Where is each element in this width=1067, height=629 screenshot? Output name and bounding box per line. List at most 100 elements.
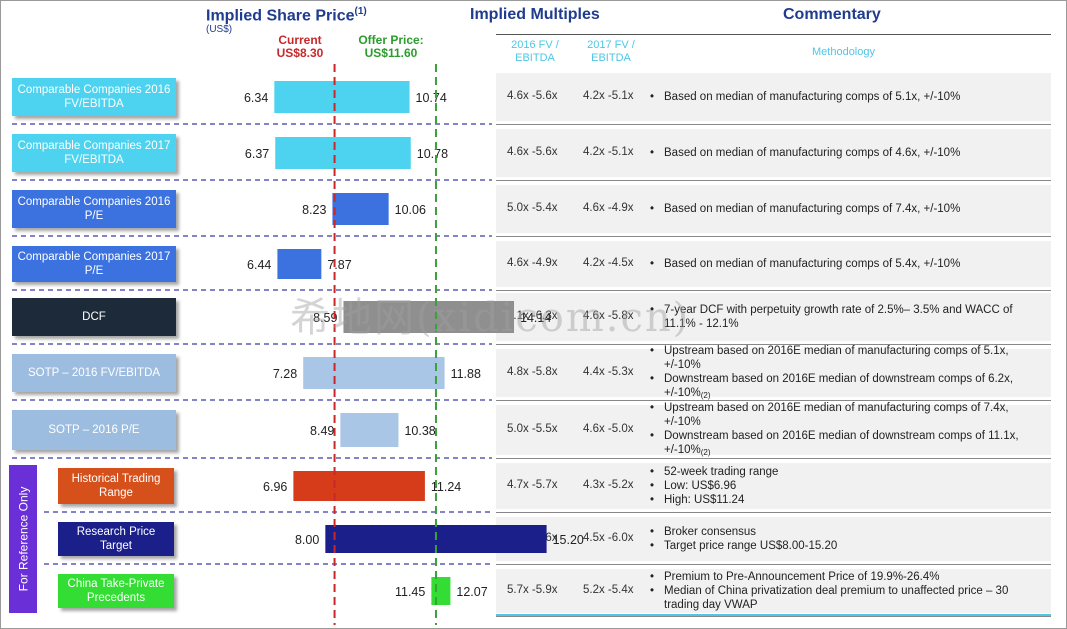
high-value-label: 11.88 [451, 367, 481, 381]
multiple-2016: 5.0x -5.5x [507, 423, 558, 435]
multiple-2017: 5.2x -5.4x [583, 584, 634, 596]
method-label: Research Price Target [58, 522, 174, 556]
commentary-block: Based on median of manufacturing comps o… [650, 202, 1046, 216]
method-label: SOTP – 2016 FV/EBITDA [12, 354, 176, 392]
table-row-rule [496, 124, 1051, 125]
high-value-label: 14.14 [520, 311, 551, 325]
methodology-header: Methodology [812, 46, 875, 58]
table-row-rule [496, 236, 1051, 237]
range-bar [293, 471, 425, 501]
offer-price-label: Offer Price: US$11.60 [358, 33, 424, 60]
method-label: Comparable Companies 2017 P/E [12, 246, 176, 282]
commentary-note: (2) [700, 447, 711, 457]
low-value-label: 8.23 [302, 203, 326, 217]
low-value-label: 11.45 [395, 585, 425, 599]
method-label: SOTP – 2016 P/E [12, 410, 176, 450]
multiple-2016: 4.7x -5.7x [507, 479, 558, 491]
multiple-2017: 4.6x -4.9x [583, 202, 634, 214]
col-header-2016: 2016 FV / EBITDA [511, 39, 559, 64]
low-value-label: 6.96 [263, 480, 287, 494]
commentary-bullet: Target price range US$8.00-15.20 [650, 539, 1046, 553]
low-value-label: 8.00 [295, 533, 319, 547]
commentary-note: (2) [700, 390, 711, 400]
method-label: Historical Trading Range [58, 468, 174, 504]
commentary-header: Commentary [783, 6, 881, 23]
multiple-2017: 4.6x -5.0x [583, 423, 634, 435]
range-bar [343, 301, 515, 333]
units-label: (US$) [206, 24, 233, 35]
commentary-block: Upstream based on 2016E median of manufa… [650, 344, 1046, 403]
method-label: Comparable Companies 2016 P/E [12, 190, 176, 228]
table-row-rule [496, 290, 1051, 291]
commentary-bullet: 52-week trading range [650, 465, 1046, 479]
method-label: Comparable Companies 2017 FV/EBITDA [12, 134, 176, 172]
multiple-2016: 4.6x -5.6x [507, 146, 558, 158]
col-header-2017: 2017 FV / EBITDA [587, 39, 635, 64]
method-label: Comparable Companies 2016 FV/EBITDA [12, 78, 176, 116]
low-value-label: 6.44 [247, 258, 271, 272]
commentary-block: Upstream based on 2016E median of manufa… [650, 401, 1046, 460]
commentary-bullet: Premium to Pre-Announcement Price of 19.… [650, 570, 1046, 584]
commentary-block: Based on median of manufacturing comps o… [650, 257, 1046, 271]
high-value-label: 12.07 [456, 585, 487, 599]
commentary-bullet: Based on median of manufacturing comps o… [650, 146, 1046, 160]
multiple-2016: 4.6x -5.6x [507, 90, 558, 102]
commentary-block: Broker consensusTarget price range US$8.… [650, 525, 1046, 553]
commentary-bullet: 7-year DCF with perpetuity growth rate o… [650, 303, 1046, 331]
multiple-2016: 4.6x -4.9x [507, 257, 558, 269]
table-row-rule [496, 512, 1051, 513]
multiple-2016: 5.1x -6.3x [507, 310, 558, 322]
for-reference-only-bar: For Reference Only [9, 465, 37, 613]
high-value-label: 10.38 [404, 424, 435, 438]
high-value-label: 10.74 [416, 91, 447, 105]
implied-share-price-header: Implied Share Price(1) [206, 6, 367, 25]
table-bottom-rule [496, 614, 1051, 616]
multiple-2017: 4.4x -5.3x [583, 366, 634, 378]
multiple-2016: 5.7x -5.9x [507, 584, 558, 596]
commentary-bullet: Based on median of manufacturing comps o… [650, 257, 1046, 271]
low-value-label: 8.59 [313, 311, 337, 325]
multiple-2017: 4.3x -5.2x [583, 479, 634, 491]
low-value-label: 7.28 [273, 367, 297, 381]
multiple-2016: 5.0x -5.4x [507, 202, 558, 214]
range-bar [303, 357, 445, 389]
commentary-bullet: Median of China privatization deal premi… [650, 584, 1046, 612]
multiple-2016: 4.8x -5.8x [507, 366, 558, 378]
table-row-rule [496, 180, 1051, 181]
commentary-bullet: Downstream based on 2016E median of down… [650, 429, 1046, 460]
high-value-label: 7.87 [327, 258, 351, 272]
commentary-block: 7-year DCF with perpetuity growth rate o… [650, 303, 1046, 331]
commentary-block: 52-week trading rangeLow: US$6.96High: U… [650, 465, 1046, 507]
implied-multiples-header: Implied Multiples [470, 6, 600, 23]
high-value-label: 11.24 [431, 480, 461, 494]
commentary-bullet: Downstream based on 2016E median of down… [650, 372, 1046, 403]
commentary-block: Based on median of manufacturing comps o… [650, 146, 1046, 160]
range-bar [274, 81, 410, 113]
high-value-label: 10.78 [417, 147, 448, 161]
range-bar [340, 413, 399, 447]
range-bar [332, 193, 389, 225]
watermark: 希地网(xidicom.cn) [290, 295, 691, 341]
method-label: DCF [12, 298, 176, 336]
range-bar [431, 577, 451, 605]
multiple-2017: 4.5x -6.0x [583, 532, 634, 544]
commentary-bullet: Broker consensus [650, 525, 1046, 539]
commentary-bullet: Based on median of manufacturing comps o… [650, 90, 1046, 104]
table-row-rule [496, 616, 1051, 617]
range-bar [275, 137, 411, 169]
current-price-label: Current US$8.30 [276, 33, 324, 60]
commentary-block: Based on median of manufacturing comps o… [650, 90, 1046, 104]
high-value-label: 10.06 [395, 203, 426, 217]
multiple-2017: 4.2x -4.5x [583, 257, 634, 269]
commentary-bullet: Upstream based on 2016E median of manufa… [650, 344, 1046, 372]
table-row-rule [496, 564, 1051, 565]
range-bar [277, 249, 322, 279]
commentary-bullet: Upstream based on 2016E median of manufa… [650, 401, 1046, 429]
multiple-2017: 4.6x -5.8x [583, 310, 634, 322]
multiple-2017: 4.2x -5.1x [583, 146, 634, 158]
commentary-bullet: Low: US$6.96 [650, 479, 1046, 493]
low-value-label: 6.34 [244, 91, 268, 105]
commentary-bullet: High: US$11.24 [650, 493, 1046, 507]
multiple-2017: 4.2x -5.1x [583, 90, 634, 102]
